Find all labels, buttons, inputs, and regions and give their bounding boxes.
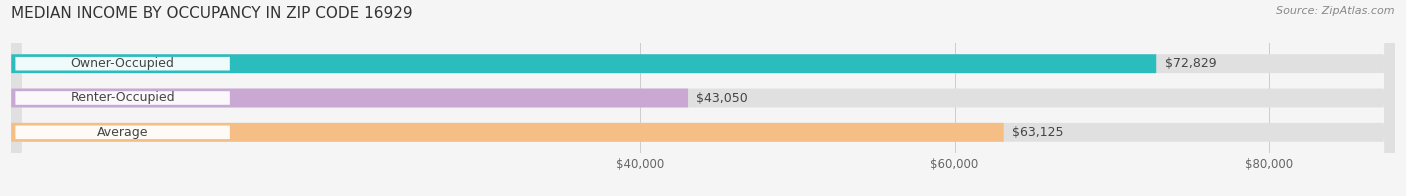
FancyBboxPatch shape (15, 125, 229, 139)
Text: $43,050: $43,050 (696, 92, 748, 104)
Text: Source: ZipAtlas.com: Source: ZipAtlas.com (1277, 6, 1395, 16)
FancyBboxPatch shape (11, 0, 1395, 196)
Text: Renter-Occupied: Renter-Occupied (70, 92, 174, 104)
Text: MEDIAN INCOME BY OCCUPANCY IN ZIP CODE 16929: MEDIAN INCOME BY OCCUPANCY IN ZIP CODE 1… (11, 6, 413, 21)
FancyBboxPatch shape (11, 0, 1395, 196)
Text: Owner-Occupied: Owner-Occupied (70, 57, 174, 70)
FancyBboxPatch shape (15, 91, 229, 105)
FancyBboxPatch shape (15, 57, 229, 71)
Text: $63,125: $63,125 (1012, 126, 1063, 139)
FancyBboxPatch shape (11, 54, 1156, 73)
FancyBboxPatch shape (11, 0, 1395, 196)
FancyBboxPatch shape (11, 123, 1004, 142)
Text: Average: Average (97, 126, 149, 139)
FancyBboxPatch shape (11, 89, 688, 107)
Text: $72,829: $72,829 (1164, 57, 1216, 70)
